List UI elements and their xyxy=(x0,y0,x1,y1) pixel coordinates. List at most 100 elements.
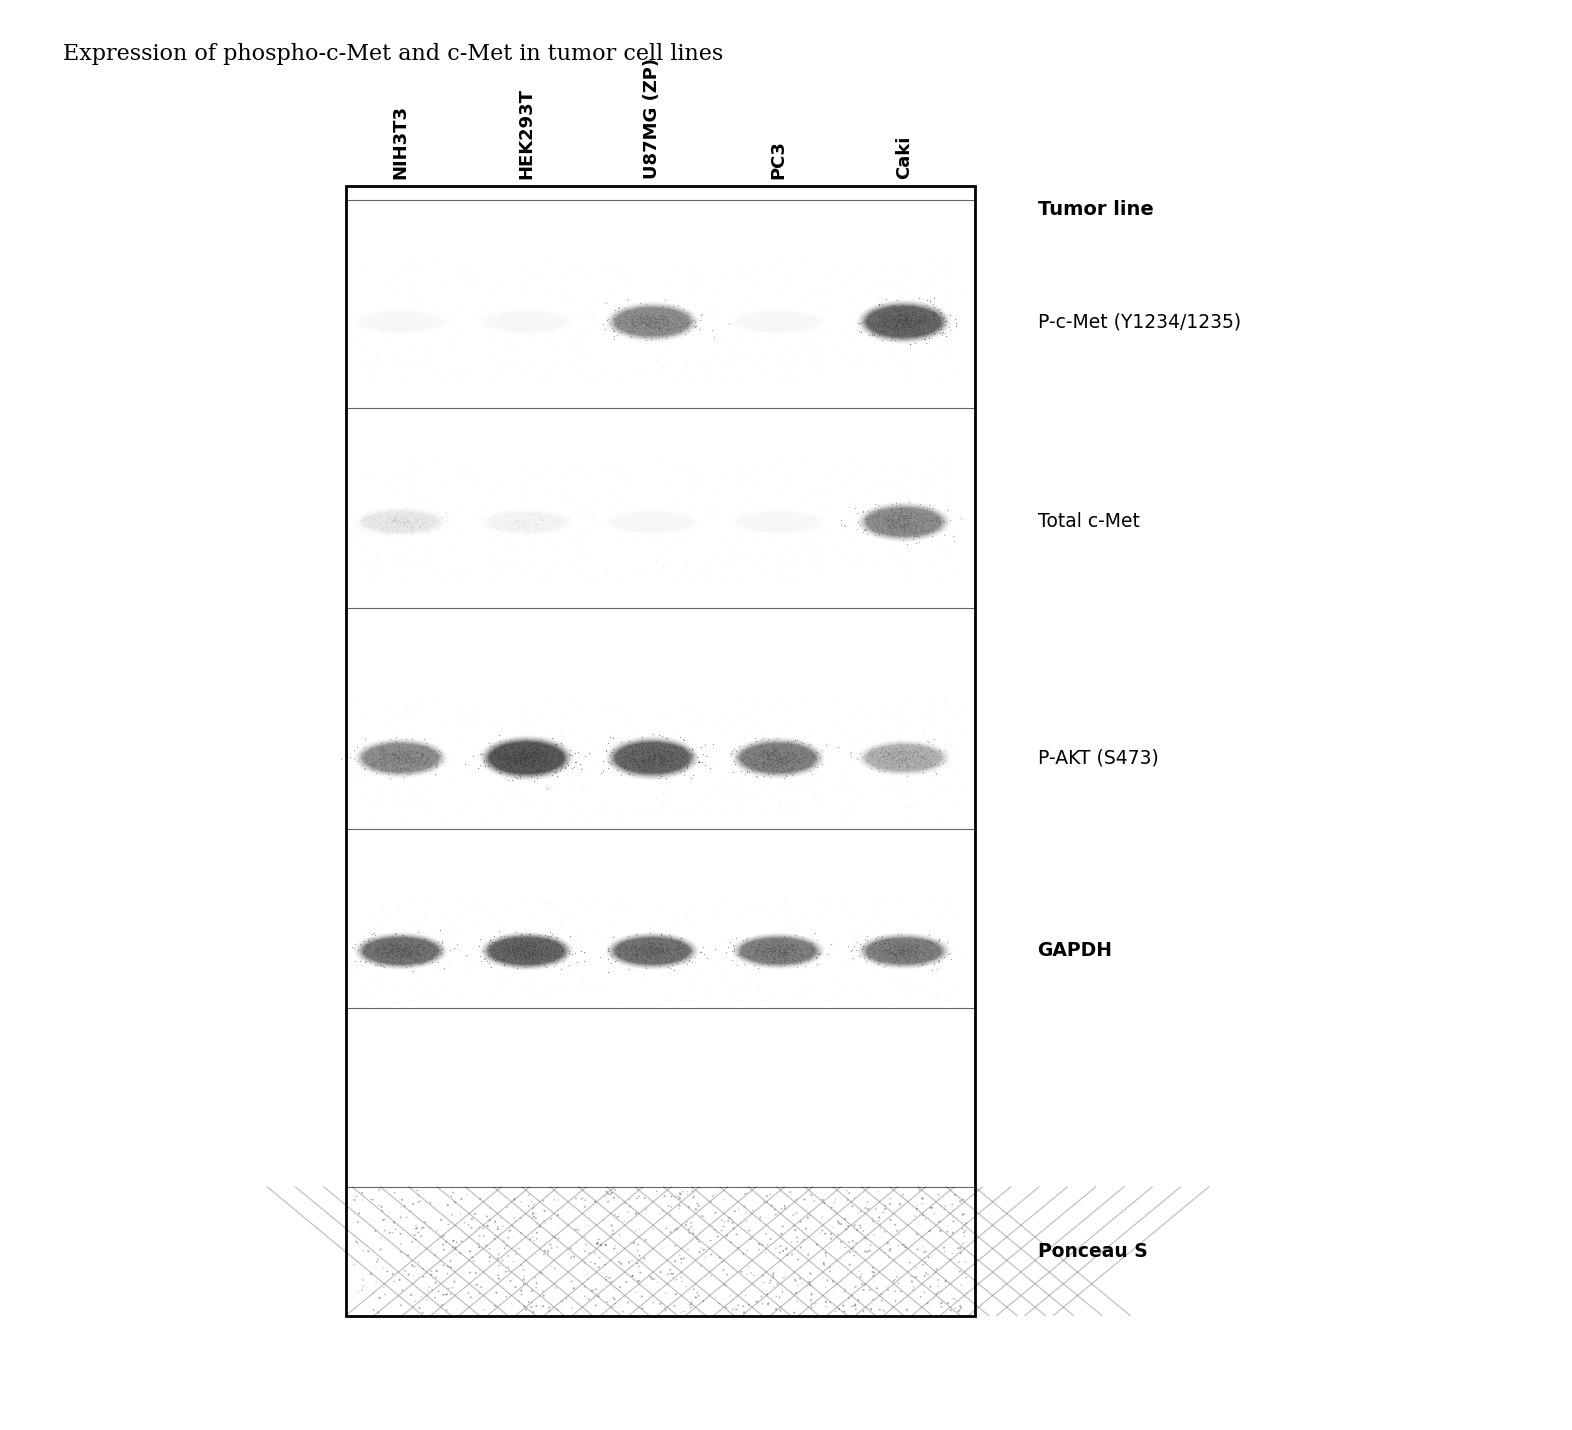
Point xyxy=(788,901,813,924)
Point xyxy=(733,938,758,961)
Point xyxy=(384,938,409,961)
Point xyxy=(508,279,533,302)
Point xyxy=(453,948,478,971)
Point xyxy=(516,934,541,957)
Point xyxy=(385,944,410,967)
Point xyxy=(516,513,541,536)
Point xyxy=(453,756,478,779)
Point xyxy=(909,515,934,538)
Point xyxy=(869,759,894,782)
Point xyxy=(393,937,418,960)
Point xyxy=(523,759,549,782)
Point xyxy=(523,945,549,968)
Point xyxy=(649,935,674,958)
Ellipse shape xyxy=(360,935,442,967)
Point xyxy=(539,509,564,532)
Point xyxy=(652,928,678,951)
Point xyxy=(772,368,797,390)
Point xyxy=(629,944,654,967)
Point xyxy=(764,744,789,766)
Point xyxy=(890,505,915,528)
Point xyxy=(652,350,678,373)
Point xyxy=(360,551,385,573)
Point xyxy=(645,935,670,958)
Point xyxy=(676,948,701,971)
Point xyxy=(377,736,402,759)
Point xyxy=(810,754,835,776)
Point xyxy=(520,951,545,974)
Point xyxy=(509,752,534,775)
Point xyxy=(772,904,797,927)
Point xyxy=(657,945,682,968)
Point xyxy=(883,931,909,954)
Point xyxy=(733,485,758,508)
Point xyxy=(717,473,742,496)
Point xyxy=(501,756,527,779)
Point xyxy=(516,942,541,965)
Point xyxy=(626,756,651,779)
Point xyxy=(821,1217,846,1240)
Point xyxy=(891,300,916,323)
Point xyxy=(786,342,811,365)
Point xyxy=(843,496,868,519)
Point xyxy=(536,928,561,951)
Point xyxy=(882,316,907,339)
Point xyxy=(511,940,536,962)
Point xyxy=(893,316,918,339)
Point xyxy=(368,932,393,955)
Point xyxy=(388,934,413,957)
Point xyxy=(382,951,407,974)
Point xyxy=(912,302,937,325)
Point xyxy=(652,947,678,970)
Point xyxy=(640,758,665,781)
Point xyxy=(855,522,880,545)
Point xyxy=(357,749,382,772)
Point xyxy=(522,942,547,965)
Point xyxy=(755,742,780,765)
Point xyxy=(905,744,931,766)
Point xyxy=(516,941,541,964)
Point xyxy=(894,941,920,964)
Point xyxy=(663,303,689,326)
Point xyxy=(624,739,649,762)
Point xyxy=(495,941,520,964)
Point xyxy=(492,932,517,955)
Point xyxy=(506,752,531,775)
Point xyxy=(396,312,421,335)
Point xyxy=(445,1231,470,1254)
Point xyxy=(566,694,591,716)
Point xyxy=(902,307,927,330)
Point xyxy=(539,748,564,771)
Point xyxy=(610,937,635,960)
Point xyxy=(682,731,707,754)
Point xyxy=(913,940,938,962)
Point xyxy=(775,938,800,961)
Point xyxy=(624,945,649,968)
Point xyxy=(909,313,934,336)
Point xyxy=(368,944,393,967)
Point xyxy=(490,935,516,958)
Point xyxy=(896,302,921,325)
Point xyxy=(665,934,690,957)
Point xyxy=(885,512,910,535)
Point xyxy=(404,509,429,532)
Point xyxy=(750,941,775,964)
Point xyxy=(656,937,681,960)
Point xyxy=(772,942,797,965)
Point xyxy=(759,526,784,549)
Point xyxy=(552,749,577,772)
Point xyxy=(910,935,935,958)
Point xyxy=(898,944,923,967)
Ellipse shape xyxy=(857,299,951,345)
Point xyxy=(404,755,429,778)
Point xyxy=(667,941,692,964)
Point xyxy=(891,513,916,536)
Point xyxy=(668,745,693,768)
Point xyxy=(407,746,432,769)
Point xyxy=(894,312,920,335)
Point xyxy=(794,934,819,957)
Point xyxy=(767,512,792,535)
Point xyxy=(536,751,561,774)
Point xyxy=(876,736,901,759)
Point xyxy=(610,938,635,961)
